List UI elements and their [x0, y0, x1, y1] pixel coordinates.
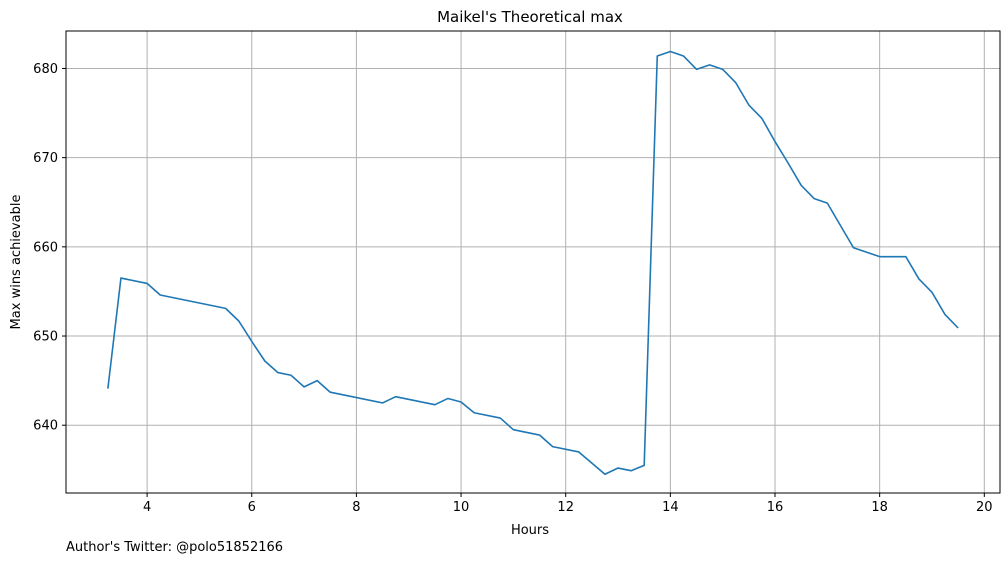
- x-tick-label: 8: [352, 500, 360, 515]
- author-twitter-text: Author's Twitter: @polo51852166: [66, 540, 283, 555]
- x-tick-label: 16: [767, 500, 784, 515]
- x-axis-label: Hours: [511, 523, 549, 538]
- ticks-layer: 4 6 8 10 12 14 16 18 20 640 650 660 670 680: [33, 62, 992, 515]
- y-tick-label: 640: [33, 419, 58, 434]
- grid-layer: [66, 31, 1000, 493]
- y-tick-label: 660: [33, 240, 58, 255]
- series-line: [107, 50, 959, 476]
- y-tick-label: 680: [33, 62, 58, 77]
- y-axis-label: Max wins achievable: [9, 195, 24, 330]
- plot-frame: [65, 30, 1001, 494]
- x-tick-label: 20: [976, 500, 993, 515]
- y-tick-label: 650: [33, 330, 58, 345]
- y-tick-label: 670: [33, 151, 58, 166]
- x-tick-label: 10: [453, 500, 470, 515]
- x-tick-label: 18: [871, 500, 888, 515]
- x-tick-label: 14: [662, 500, 679, 515]
- chart-title: Maikel's Theoretical max: [437, 8, 623, 26]
- axes-layer: [65, 30, 1001, 494]
- x-tick-label: 6: [248, 500, 256, 515]
- x-tick-label: 12: [557, 500, 574, 515]
- series-layer: [107, 50, 959, 476]
- x-tick-label: 4: [143, 500, 151, 515]
